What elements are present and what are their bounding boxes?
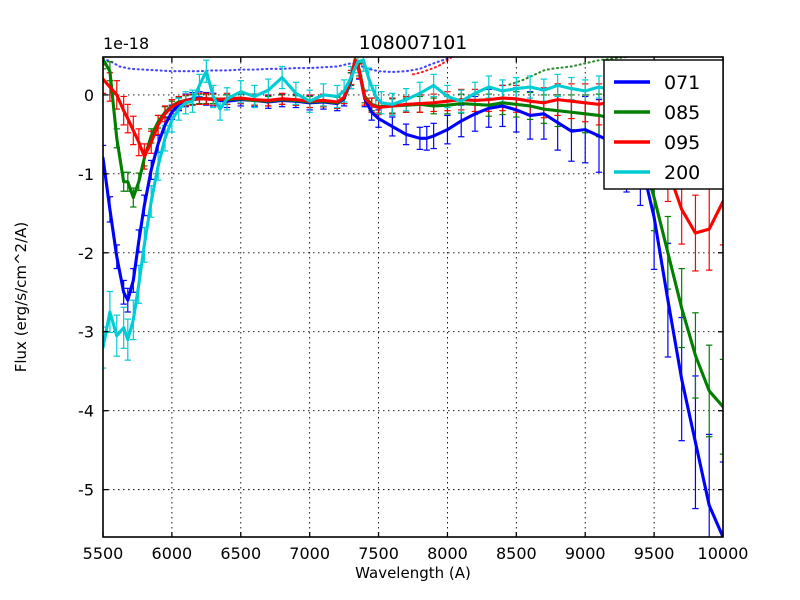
chart-title: 108007101 — [359, 32, 468, 54]
y-tick-label: -4 — [78, 402, 94, 421]
legend-label-071: 071 — [664, 72, 700, 94]
x-tick-label: 7000 — [289, 544, 330, 563]
tick-labels: 5500 6000 6500 7000 7500 8000 8500 9000 9500 1000… — [78, 86, 748, 563]
x-tick-label: 6500 — [220, 544, 261, 563]
x-tick-label: 6000 — [152, 544, 193, 563]
x-tick-label: 7500 — [358, 544, 399, 563]
x-tick-label: 8500 — [496, 544, 537, 563]
legend-label-200: 200 — [664, 162, 700, 184]
line-095 — [103, 58, 723, 235]
x-tick-label: 9000 — [565, 544, 606, 563]
dotted-trace-095-variance — [411, 57, 454, 76]
x-axis-label: Wavelength (A) — [355, 564, 471, 582]
x-tick-label: 5500 — [83, 544, 124, 563]
legend-label-095: 095 — [664, 132, 700, 154]
line-200 — [103, 58, 723, 350]
x-tick-label: 8000 — [427, 544, 468, 563]
axes-frame — [102, 56, 724, 538]
x-tick-label: 9500 — [634, 544, 675, 563]
legend-label-085: 085 — [664, 102, 700, 124]
y-tick-label: -3 — [78, 323, 94, 342]
y-tick-label: 0 — [84, 86, 94, 105]
y-tick-label: -1 — [78, 165, 94, 184]
plot-frame — [102, 56, 724, 538]
y-tick-label: -2 — [78, 244, 94, 263]
dotted-trace-071-variance — [103, 57, 454, 74]
y-tick-label: -5 — [78, 481, 94, 500]
legend[interactable]: 071 085 095 200 — [603, 59, 724, 190]
dotted-trace-085-variance — [508, 57, 628, 86]
y-axis-label: Flux (erg/s/cm^2/A) — [12, 222, 30, 373]
y-axis-offset-text: 1e-18 — [103, 34, 149, 53]
x-tick-label: 10000 — [698, 544, 749, 563]
data-series-layer — [103, 57, 723, 537]
